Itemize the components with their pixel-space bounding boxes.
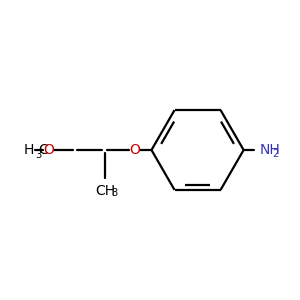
Text: O: O [129, 143, 140, 157]
Text: H: H [24, 143, 34, 157]
Text: C: C [38, 143, 48, 157]
Text: O: O [43, 143, 54, 157]
Text: 3: 3 [111, 188, 118, 198]
Text: 3: 3 [35, 150, 41, 160]
Text: CH: CH [95, 184, 115, 198]
Text: 2: 2 [272, 149, 278, 160]
Text: NH: NH [260, 143, 281, 157]
